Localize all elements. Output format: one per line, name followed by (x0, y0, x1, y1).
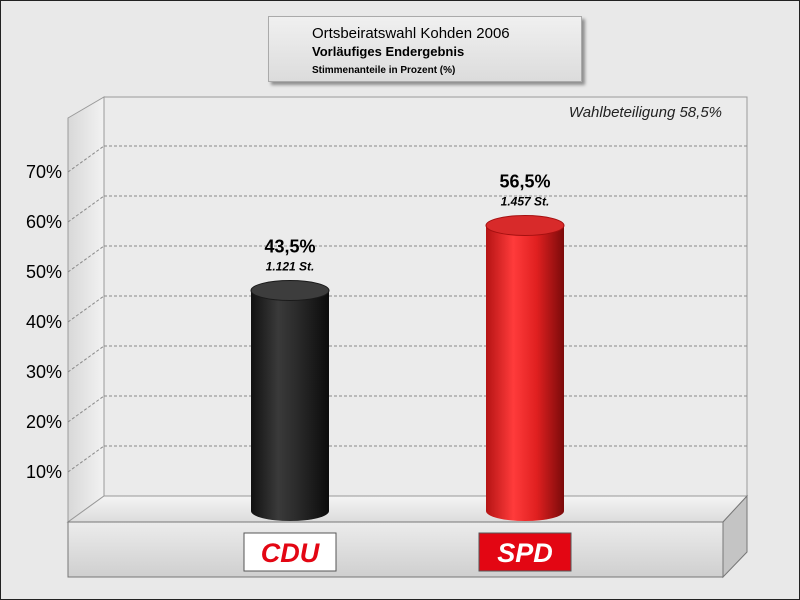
bar-cdu (250, 280, 330, 521)
gridline-side (67, 345, 105, 373)
logo-background (478, 532, 572, 572)
category-logos: CDU SPD (243, 532, 572, 572)
chart-title-box: Ortsbeiratswahl Kohden 2006 Vorläufiges … (268, 16, 582, 82)
plot-floor (66, 495, 749, 523)
votes-label: 1.121 St. (266, 260, 315, 274)
y-tick-label: 60% (26, 212, 62, 232)
logo-spd: SPD (478, 532, 572, 572)
gridlines (67, 145, 747, 473)
bar-top (250, 280, 330, 301)
y-tick-label: 20% (26, 412, 62, 432)
gridline-side (67, 145, 105, 173)
bar-body (251, 290, 329, 521)
logo-background (243, 532, 337, 572)
y-tick-label: 50% (26, 262, 62, 282)
category-base-side (722, 494, 748, 579)
logo-text: CDU (261, 538, 321, 568)
value-label: 56,5% (499, 172, 550, 192)
gridline-side (67, 195, 105, 223)
y-tick-label: 40% (26, 312, 62, 332)
turnout-annotation: Wahlbeteiligung 58,5% (569, 104, 722, 121)
bar-top (485, 215, 565, 236)
bar-spd (485, 215, 565, 521)
category-base-front (67, 521, 724, 578)
value-label: 43,5% (264, 237, 315, 257)
bars (250, 215, 565, 521)
gridline-side (67, 445, 105, 473)
chart-subtitle: Vorläufiges Endergebnis (312, 44, 465, 59)
logo-text: SPD (497, 538, 553, 568)
y-tick-label: 70% (26, 162, 62, 182)
data-labels: 43,5% 1.121 St. 56,5% 1.457 St. (264, 172, 550, 274)
chart-title: Ortsbeiratswahl Kohden 2006 (312, 25, 510, 42)
y-tick-label: 30% (26, 362, 62, 382)
gridline-side (67, 295, 105, 323)
y-axis-ticks: 10% 20% 30% 40% 50% 60% 70% (26, 162, 62, 482)
y-tick-label: 10% (26, 462, 62, 482)
logo-cdu: CDU (243, 532, 337, 572)
bar-body (486, 225, 564, 521)
gridline-side (67, 395, 105, 423)
y-axis-label: Stimmenanteile in Prozent (%) (312, 65, 456, 76)
votes-label: 1.457 St. (501, 195, 550, 209)
gridline-side (67, 245, 105, 273)
